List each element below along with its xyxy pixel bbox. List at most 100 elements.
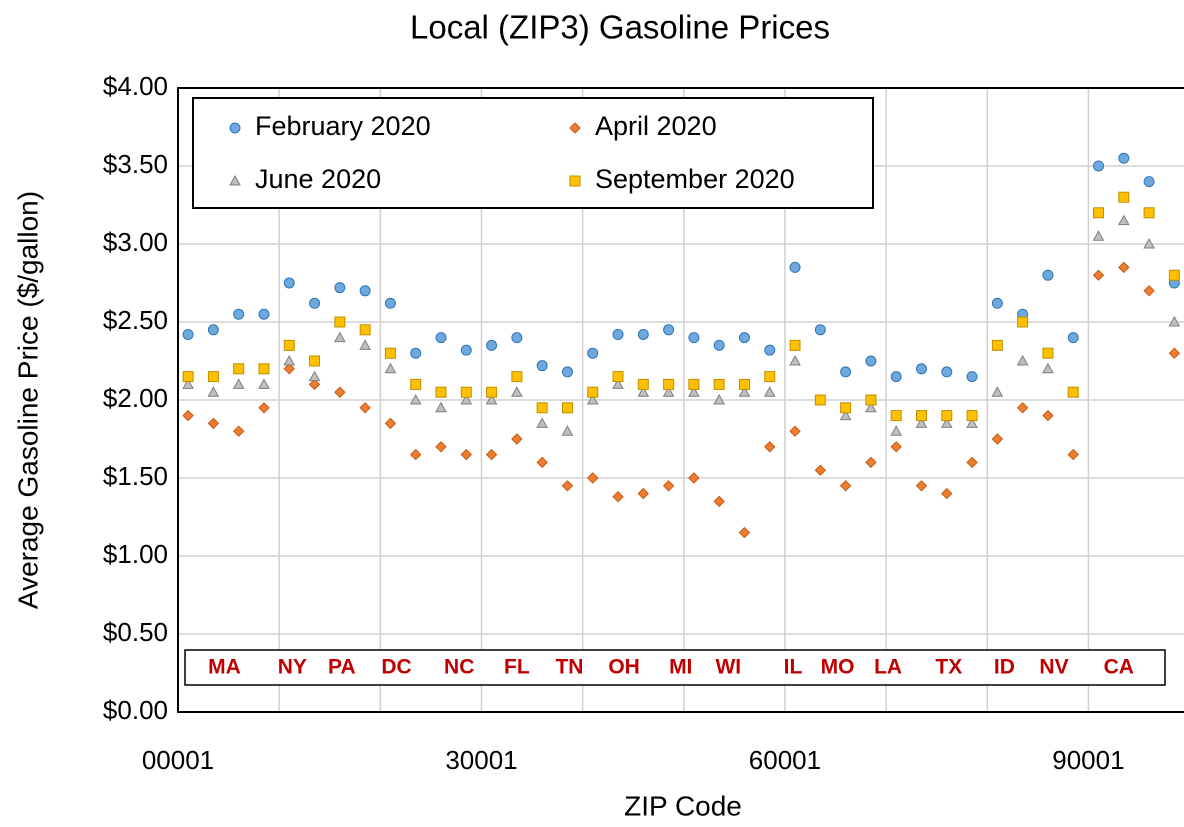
point [536,417,549,428]
point [308,378,321,391]
point [1143,237,1155,249]
point [182,409,194,422]
point [359,324,371,336]
point [359,402,371,414]
point [1143,207,1155,219]
point [182,371,194,383]
point [309,297,321,309]
legend-marker [569,122,581,134]
point [738,378,750,390]
point [182,328,194,340]
region-label: TX [935,656,962,679]
y-tick-label: $2.00 [103,383,168,413]
y-tick-label: $3.00 [103,227,168,257]
point [258,378,270,389]
point [763,386,776,397]
point [511,386,523,397]
point [409,393,422,405]
y-tick-label: $3.50 [103,149,168,179]
point [890,441,902,453]
point [435,386,447,398]
point [283,354,296,366]
point [1017,316,1029,328]
point [966,456,978,469]
point [460,448,472,461]
point [587,472,599,484]
point [814,464,827,476]
point [410,448,422,461]
point [688,332,700,344]
point [561,480,574,492]
legend-marker [229,174,241,186]
point [941,366,953,378]
point [688,386,700,397]
point [966,371,978,383]
point [941,487,953,500]
point [1093,207,1105,219]
point [258,308,270,320]
point [663,324,675,336]
point [561,402,573,414]
point [612,491,624,503]
point [561,366,573,378]
point [738,526,751,539]
region-label: MA [208,656,241,679]
point [738,332,750,344]
point [1042,347,1054,359]
point [485,393,498,405]
point [334,316,346,328]
legend-marker [229,122,241,134]
point [258,402,270,414]
point [789,339,801,351]
point [940,417,953,428]
y-tick-label: $1.50 [103,461,168,491]
point [1016,354,1029,366]
point [334,386,346,398]
point [1117,214,1130,226]
region-label: IL [784,656,803,679]
point [308,370,321,382]
point [1092,269,1105,281]
point [991,386,1004,397]
region-label: NC [444,656,474,679]
point [688,472,700,484]
point [1067,332,1079,344]
point [764,344,776,356]
point [511,371,523,383]
point [587,386,599,398]
region-label: NV [1039,656,1068,679]
point [233,308,245,320]
point [612,371,624,383]
point [384,417,397,430]
region-label: OH [608,656,640,679]
point [915,410,927,422]
point [663,378,675,390]
x-tick-label: 90001 [1052,745,1124,775]
point [713,378,725,390]
legend-marker [569,175,581,187]
point [1093,160,1105,172]
point [486,339,498,351]
point [789,354,801,366]
point [1143,285,1155,297]
region-label: LA [874,656,902,679]
plot-frame [177,87,1184,713]
point [1118,191,1130,203]
point [1092,230,1105,241]
point [258,363,270,375]
point [511,332,523,344]
point [814,324,826,336]
point [460,386,472,398]
region-label: PA [328,656,356,679]
point [662,480,675,492]
point [435,441,447,453]
x-axis-label: ZIP Code [624,790,742,821]
point [890,425,903,436]
chart-title: Local (ZIP3) Gasoline Prices [410,9,830,46]
point [182,378,194,389]
point [966,417,978,428]
point [1118,261,1130,274]
point [662,386,675,397]
point [333,331,346,343]
